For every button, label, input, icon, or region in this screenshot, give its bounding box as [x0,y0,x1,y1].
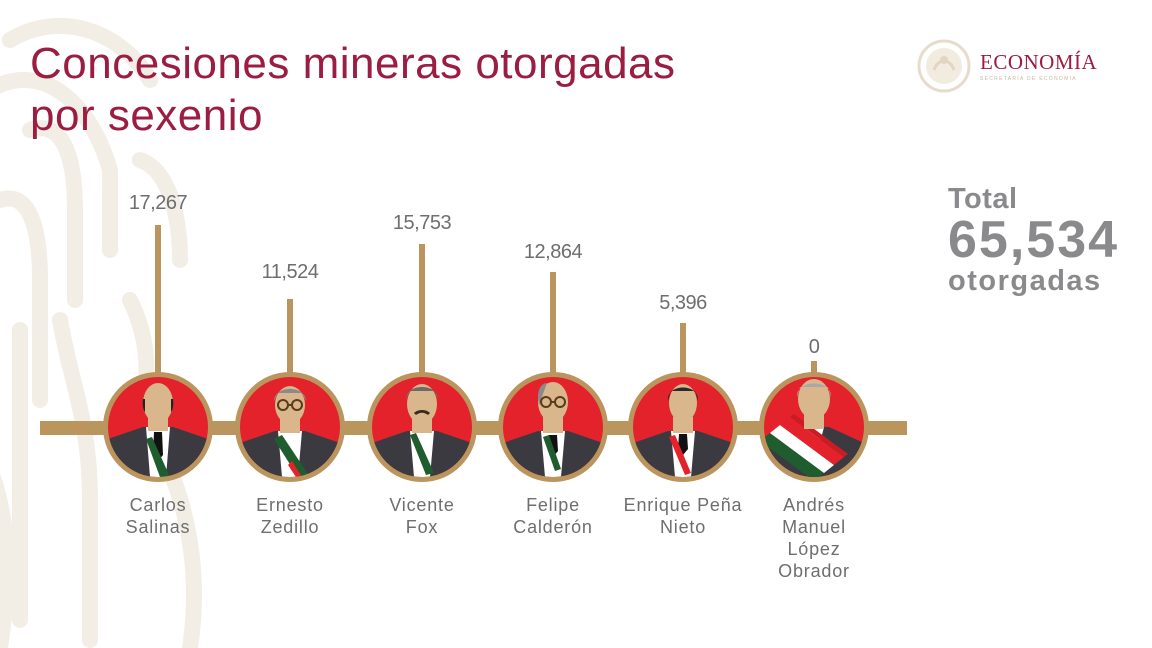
president-item: 11,524 Ernes [210,0,370,648]
total-suffix: otorgadas [948,265,1102,297]
portrait-frame [498,372,608,482]
title-line-2: por sexenio [30,91,263,140]
value-label: 11,524 [261,261,319,283]
president-name: Enrique Peña Nieto [623,495,743,537]
value-stem [287,299,293,375]
portrait-vicente-fox-icon [372,377,472,477]
portrait-carlos-salinas-icon [108,377,208,477]
portrait-frame [628,372,738,482]
value-stem [419,244,425,375]
coat-of-arms-icon [917,39,971,93]
value-stem [550,272,556,375]
president-name: Felipe Calderón [513,495,593,537]
portrait-ernesto-zedillo-icon [240,377,340,477]
value-stem [680,323,686,375]
president-item: 5,396 Enrique Peña Nieto [603,0,763,648]
value-stem [155,225,161,375]
slide-title: Concesiones mineras otorgadas por sexeni… [30,38,676,142]
portrait-frame [759,372,869,482]
value-label: 0 [808,336,820,358]
logo-name: ECONOMÍA [980,50,1098,74]
president-name: Carlos Salinas [125,495,191,537]
president-item: 17,267 Carlos Salinas [78,0,238,648]
president-name: Ernesto Zedillo [256,495,324,537]
portrait-frame [367,372,477,482]
portrait-felipe-calderon-icon [503,377,603,477]
portrait-andres-manuel-lopez-obrador-icon [764,377,864,477]
title-line-1: Concesiones mineras otorgadas [30,39,676,88]
total-summary: Total 65,534 otorgadas [948,183,1119,297]
value-label: 5,396 [659,292,707,314]
value-label: 12,864 [523,241,583,263]
president-name: Vicente Fox [389,495,455,537]
value-label: 17,267 [128,192,188,214]
total-label: Total [948,183,1018,215]
portrait-frame [103,372,213,482]
economia-logo: ECONOMÍA SECRETARÍA DE ECONOMÍA [916,38,1126,98]
logo-subtitle: SECRETARÍA DE ECONOMÍA [980,76,1077,82]
value-stem [811,361,817,375]
portrait-enrique-pena-nieto-icon [633,377,733,477]
total-value: 65,534 [948,211,1120,269]
president-item: 15,753 Vicente Fox [342,0,502,648]
background-pattern [0,18,202,648]
president-name: Andrés Manuel López Obrador [778,495,850,581]
value-label: 15,753 [392,212,452,234]
president-item: 12,864 Felip [473,0,633,648]
president-item: 0 Andrés Manuel [734,0,894,648]
portrait-frame [235,372,345,482]
